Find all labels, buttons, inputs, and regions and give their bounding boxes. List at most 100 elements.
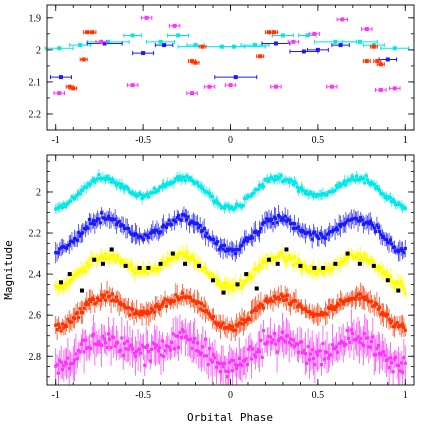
data-point <box>278 253 282 257</box>
data-point <box>290 257 294 261</box>
reference-marker <box>123 263 128 268</box>
data-point <box>315 353 320 357</box>
data-point <box>274 216 278 220</box>
data-point <box>310 269 314 274</box>
data-point <box>82 266 86 270</box>
reference-marker <box>146 265 151 270</box>
data-point <box>357 297 361 301</box>
data-point <box>384 237 388 242</box>
x-tick-label: -0.5 <box>135 390 151 401</box>
data-point <box>195 341 200 345</box>
data-point <box>62 202 66 206</box>
data-point <box>217 279 221 283</box>
data-point <box>67 282 71 286</box>
data-point <box>365 298 370 302</box>
y-tick-label: 2 <box>36 187 41 198</box>
data-point <box>130 83 135 88</box>
x-tick-label: 0 <box>228 135 233 146</box>
data-point <box>399 324 403 328</box>
data-point <box>264 217 268 221</box>
data-point <box>295 261 299 265</box>
data-point <box>73 316 77 320</box>
data-point <box>158 267 162 271</box>
data-point <box>83 338 88 342</box>
data-point <box>143 363 147 367</box>
data-point <box>395 320 399 325</box>
data-point <box>95 296 100 300</box>
data-point <box>174 220 178 224</box>
data-point <box>338 184 343 188</box>
data-point <box>299 340 303 344</box>
data-point <box>248 272 252 276</box>
data-point <box>380 311 384 315</box>
data-point <box>154 346 158 350</box>
data-point <box>376 268 380 272</box>
data-point <box>164 304 168 308</box>
data-point <box>147 349 151 354</box>
data-point <box>175 256 179 261</box>
data-point <box>255 230 259 235</box>
data-point <box>344 342 348 347</box>
data-point <box>364 27 369 32</box>
data-point <box>236 363 240 368</box>
data-point <box>154 190 158 194</box>
data-point <box>253 355 258 359</box>
data-point <box>152 186 156 191</box>
data-point <box>351 253 355 257</box>
data-point <box>297 258 301 262</box>
data-point <box>155 302 159 307</box>
data-point <box>144 15 149 20</box>
reference-marker <box>158 261 163 266</box>
data-point <box>113 299 117 303</box>
data-point <box>220 323 224 327</box>
data-point <box>309 352 313 356</box>
data-point <box>290 179 294 183</box>
x-tick-label: -1 <box>52 390 60 401</box>
data-point <box>325 193 329 197</box>
data-point <box>318 313 322 317</box>
data-point <box>399 204 403 208</box>
data-point <box>78 307 82 311</box>
data-point <box>106 332 110 336</box>
data-point <box>399 361 403 365</box>
reference-marker <box>79 288 84 293</box>
data-point <box>94 219 98 223</box>
data-point <box>270 217 274 221</box>
data-point <box>137 347 142 351</box>
data-point <box>175 295 179 299</box>
data-point <box>361 295 366 300</box>
data-point <box>310 237 314 241</box>
data-point <box>158 346 162 350</box>
data-point <box>338 224 343 228</box>
data-point <box>213 356 217 360</box>
data-point <box>357 340 361 344</box>
data-point <box>403 246 407 251</box>
data-point <box>130 33 135 38</box>
data-point <box>151 308 155 312</box>
data-point <box>357 258 361 262</box>
data-point <box>117 181 121 186</box>
reference-marker <box>235 282 240 287</box>
data-point <box>299 305 303 309</box>
x-tick-label: 1 <box>403 390 408 401</box>
data-point <box>386 357 390 361</box>
data-point <box>216 240 220 244</box>
data-point <box>183 253 187 257</box>
data-point <box>341 341 345 345</box>
data-point <box>241 203 245 208</box>
data-point <box>66 356 70 360</box>
data-point <box>210 272 214 276</box>
data-point <box>81 310 85 315</box>
reference-marker <box>321 265 326 270</box>
data-point <box>252 191 256 195</box>
data-point <box>168 301 173 305</box>
data-point <box>303 307 307 311</box>
data-point <box>60 205 65 210</box>
data-point <box>195 222 200 226</box>
data-point <box>334 344 339 349</box>
data-point <box>198 261 202 266</box>
data-point <box>120 182 124 187</box>
data-point <box>334 226 339 230</box>
bottom-panel-frame <box>46 154 415 386</box>
data-point <box>278 176 282 180</box>
